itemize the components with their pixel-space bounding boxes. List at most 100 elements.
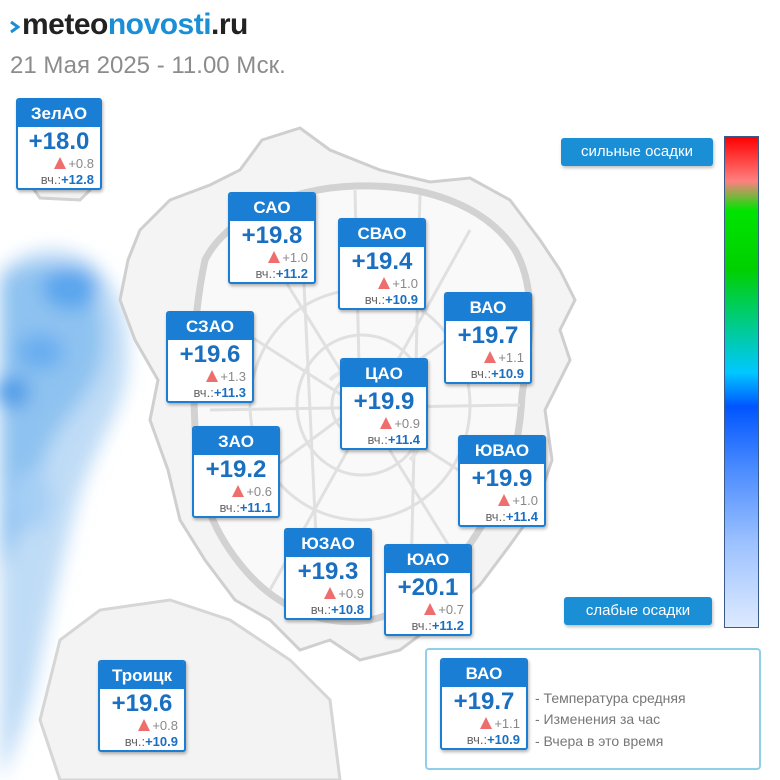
yesterday-value: +11.1: [239, 500, 272, 515]
rise-triangle-icon: [378, 277, 391, 289]
district-name: ЮЗАО: [286, 530, 370, 557]
change-value: +1.0: [282, 250, 308, 265]
change-value: +0.8: [152, 718, 178, 733]
legend-text-hourly: - Изменения за час: [535, 711, 661, 727]
yesterday-label: вч.:: [466, 732, 488, 747]
yesterday-row: вч.:+10.9: [100, 733, 184, 750]
change-value: +0.6: [246, 484, 272, 499]
rise-triangle-icon: [138, 719, 151, 731]
yesterday-label: вч.:: [124, 734, 146, 749]
logo-text-meteo: meteo: [22, 8, 108, 41]
change-value: +0.9: [394, 416, 420, 431]
hourly-change: +1.3: [168, 369, 252, 384]
rise-triangle-icon: [380, 417, 393, 429]
district-card-zao[interactable]: ЗАО +19.2 +0.6 вч.:+11.1: [192, 426, 280, 518]
hourly-change: +0.7: [386, 602, 470, 617]
scale-label-heavy: сильные осадки: [561, 138, 713, 166]
change-value: +0.8: [68, 156, 94, 171]
change-value: +1.0: [512, 493, 538, 508]
district-temp: +19.4: [351, 248, 413, 275]
yesterday-label: вч.:: [219, 500, 240, 515]
district-name: ВАО: [442, 660, 526, 687]
yesterday-label: вч.:: [40, 172, 62, 187]
yesterday-row: вч.:+11.3: [168, 384, 252, 401]
yesterday-row: вч.:+10.9: [340, 291, 424, 308]
hourly-change: +0.9: [286, 586, 370, 601]
change-value: +1.0: [392, 276, 418, 291]
hourly-change: +0.9: [342, 416, 426, 431]
district-card-szao[interactable]: СЗАО +19.6 +1.3 вч.:+11.3: [166, 311, 254, 403]
logo-text-novosti: novosti: [107, 8, 212, 41]
yesterday-label: вч.:: [411, 618, 432, 633]
yesterday-label: вч.:: [367, 432, 388, 447]
rise-triangle-icon: [424, 603, 437, 615]
district-card-svao[interactable]: СВАО +19.4 +1.0 вч.:+10.9: [338, 218, 426, 310]
district-temp: +19.3: [297, 558, 359, 585]
yesterday-value: +11.2: [431, 618, 464, 633]
district-card-vao[interactable]: ВАО +19.7 +1.1 вч.:+10.9: [444, 292, 532, 384]
yesterday-value: +11.2: [275, 266, 308, 281]
rise-triangle-icon: [206, 370, 219, 382]
district-name: Троицк: [100, 662, 184, 689]
district-card-yuvao[interactable]: ЮВАО +19.9 +1.0 вч.:+11.4: [458, 435, 546, 527]
change-value: +1.1: [494, 716, 520, 731]
rise-triangle-icon: [54, 157, 67, 169]
yesterday-value: +10.9: [487, 732, 520, 747]
yesterday-label: вч.:: [364, 292, 386, 307]
yesterday-label: вч.:: [255, 266, 276, 281]
district-temp: +19.7: [453, 688, 515, 715]
legend-sample-card: ВАО +19.7 +1.1 вч.:+10.9: [440, 658, 528, 750]
rise-triangle-icon: [484, 351, 497, 363]
yesterday-row: вч.:+12.8: [18, 171, 100, 188]
rise-triangle-icon: [268, 251, 281, 263]
district-name: ЮВАО: [460, 437, 544, 464]
district-temp: +19.6: [111, 690, 173, 717]
yesterday-row: вч.:+10.9: [446, 365, 530, 382]
district-temp: +19.2: [205, 456, 267, 483]
hourly-change: +0.8: [18, 156, 100, 171]
rise-triangle-icon: [480, 717, 493, 729]
district-card-troitsk[interactable]: Троицк +19.6 +0.8 вч.:+10.9: [98, 660, 186, 752]
yesterday-row: вч.:+10.8: [286, 601, 370, 618]
district-card-sao[interactable]: САО +19.8 +1.0 вч.:+11.2: [228, 192, 316, 284]
yesterday-value: +10.9: [385, 292, 418, 307]
district-card-zelao[interactable]: ЗелАО +18.0 +0.8 вч.:+12.8: [16, 98, 102, 190]
district-temp: +19.9: [353, 388, 415, 415]
yesterday-label: вч.:: [310, 602, 332, 617]
change-value: +0.7: [438, 602, 464, 617]
yesterday-row: вч.:+11.2: [386, 617, 470, 634]
district-temp: +18.0: [28, 128, 90, 155]
yesterday-value: +10.9: [491, 366, 524, 381]
yesterday-value: +10.8: [331, 602, 364, 617]
hourly-change: +0.6: [194, 484, 278, 499]
district-card-cao[interactable]: ЦАО +19.9 +0.9 вч.:+11.4: [340, 358, 428, 450]
site-logo[interactable]: meteonovosti.ru: [10, 8, 248, 42]
change-value: +0.9: [338, 586, 364, 601]
yesterday-row: вч.:+11.4: [342, 431, 426, 448]
hourly-change: +0.8: [100, 718, 184, 733]
yesterday-value: +11.4: [505, 509, 538, 524]
yesterday-label: вч.:: [470, 366, 492, 381]
yesterday-row: вч.:+10.9: [442, 731, 526, 748]
yesterday-row: вч.:+11.1: [194, 499, 278, 516]
hourly-change: +1.0: [340, 276, 424, 291]
district-name: ЗелАО: [18, 100, 100, 127]
district-card-yuao[interactable]: ЮАО +20.1 +0.7 вч.:+11.2: [384, 544, 472, 636]
rise-triangle-icon: [498, 494, 511, 506]
yesterday-row: вч.:+11.4: [460, 508, 544, 525]
district-temp: +19.8: [241, 222, 303, 249]
logo-text-domain: .ru: [211, 8, 248, 41]
forecast-datetime: 21 Мая 2025 - 11.00 Мск.: [10, 52, 286, 79]
district-card-yuzao[interactable]: ЮЗАО +19.3 +0.9 вч.:+10.8: [284, 528, 372, 620]
district-name: ЗАО: [194, 428, 278, 455]
hourly-change: +1.0: [460, 493, 544, 508]
precipitation-scale-bar: [724, 136, 759, 628]
district-name: ЮАО: [386, 546, 470, 573]
yesterday-row: вч.:+11.2: [230, 265, 314, 282]
change-value: +1.3: [220, 369, 246, 384]
yesterday-value: +11.4: [387, 432, 420, 447]
district-name: ВАО: [446, 294, 530, 321]
district-temp: +19.9: [471, 465, 533, 492]
scale-label-light: слабые осадки: [564, 597, 712, 625]
yesterday-value: +11.3: [213, 385, 246, 400]
